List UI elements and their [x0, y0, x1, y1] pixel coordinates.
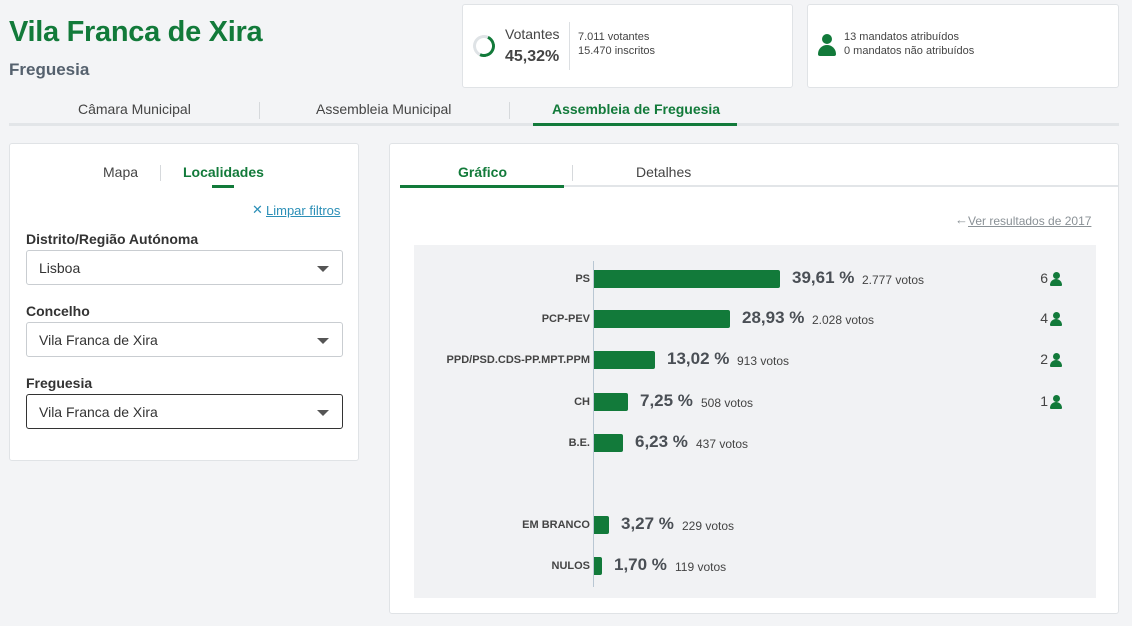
bar-percent-label: 13,02 % — [667, 349, 730, 368]
person-icon — [1050, 272, 1062, 286]
caret-down-icon — [317, 338, 329, 344]
tab-separator — [259, 102, 260, 119]
person-icon — [1050, 312, 1062, 326]
tab-detalhes[interactable]: Detalhes — [636, 164, 692, 180]
bar-label: CH — [574, 396, 590, 408]
bar-label: PCP-PEV — [541, 313, 590, 325]
bar-percent-label: 7,25 % — [640, 391, 693, 410]
registered-count: 15.470 inscritos — [578, 45, 656, 57]
chart-bar[interactable] — [594, 434, 623, 452]
bar-percent-label: 3,27 % — [621, 514, 674, 533]
parish-value: Vila Franca de Xira — [39, 404, 158, 420]
active-tab-indicator — [400, 185, 564, 188]
parish-select[interactable]: Vila Franca de Xira — [26, 394, 343, 429]
bar-label: PS — [575, 273, 590, 285]
bar-votes-label: 913 votos — [737, 354, 790, 368]
close-icon[interactable]: ✕ — [252, 202, 263, 217]
person-icon — [1050, 395, 1062, 409]
active-tab-indicator — [212, 185, 234, 188]
seats-count: 4 — [1040, 310, 1048, 326]
bar-votes-label: 2.028 votos — [812, 313, 875, 327]
district-select[interactable]: Lisboa — [26, 250, 343, 285]
chart-bar[interactable] — [594, 270, 780, 288]
seats-count: 6 — [1040, 270, 1048, 286]
chart-bar[interactable] — [594, 310, 730, 328]
tab-separator — [160, 165, 161, 181]
parish-label: Freguesia — [26, 375, 93, 391]
council-label: Concelho — [26, 303, 90, 319]
bar-label: NULOS — [551, 560, 591, 572]
bar-votes-label: 508 votos — [701, 396, 754, 410]
voters-count: 7.011 votantes — [578, 31, 650, 43]
seats-count: 1 — [1040, 393, 1048, 409]
bar-percent-label: 28,93 % — [742, 308, 805, 327]
bar-label: EM BRANCO — [522, 519, 590, 531]
district-value: Lisboa — [39, 260, 81, 276]
results-chart: PS 39,61 % 2.777 votos 6 PCP-PEV 28,93 % 2.028… — [414, 245, 1096, 598]
active-tab-indicator — [533, 123, 737, 126]
chart-bar[interactable] — [594, 516, 609, 534]
divider — [569, 22, 570, 70]
arrow-left-icon[interactable]: ← — [955, 212, 968, 227]
mandatos-card — [807, 4, 1119, 88]
chart-bar[interactable] — [594, 557, 602, 575]
bar-label: B.E. — [568, 437, 590, 449]
bar-votes-label: 229 votos — [682, 519, 735, 533]
election-tabs: Câmara Municipal Assembleia Municipal As… — [9, 96, 1119, 126]
chart-axis — [593, 261, 594, 587]
person-icon — [1050, 353, 1062, 367]
votantes-percent: 45,32% — [505, 48, 560, 65]
bar-votes-label: 119 votos — [675, 560, 727, 574]
page-subtitle: Freguesia — [9, 60, 90, 79]
filters-panel: Mapa Localidades ✕ Limpar filtros Distri… — [9, 143, 359, 461]
tab-baseline — [400, 185, 1118, 187]
votantes-label: Votantes — [505, 26, 560, 42]
mandates-unassigned: 0 mandatos não atribuídos — [844, 45, 975, 57]
bar-percent-label: 6,23 % — [635, 432, 688, 451]
tab-assembleia-freguesia[interactable]: Assembleia de Freguesia — [552, 101, 721, 117]
results-panel: Gráfico Detalhes ← Ver resultados de 201… — [389, 143, 1119, 614]
chart-bar[interactable] — [594, 351, 655, 369]
page-title: Vila Franca de Xira — [9, 16, 263, 48]
caret-down-icon — [317, 266, 329, 272]
chart-bar[interactable] — [594, 393, 628, 411]
district-label: Distrito/Região Autónoma — [26, 231, 199, 247]
previous-results-link[interactable]: Ver resultados de 2017 — [968, 214, 1092, 228]
bar-percent-label: 39,61 % — [792, 268, 855, 287]
bar-votes-label: 437 votos — [696, 437, 749, 451]
caret-down-icon — [317, 410, 329, 416]
bar-percent-label: 1,70 % — [614, 555, 667, 574]
tab-camara-municipal[interactable]: Câmara Municipal — [78, 101, 191, 117]
tab-assembleia-municipal[interactable]: Assembleia Municipal — [316, 101, 452, 117]
mandates-assigned: 13 mandatos atribuídos — [844, 31, 959, 43]
votantes-card — [462, 4, 793, 88]
tab-grafico[interactable]: Gráfico — [458, 164, 508, 180]
clear-filters-link[interactable]: Limpar filtros — [266, 203, 341, 218]
person-icon — [818, 34, 836, 56]
tab-localidades[interactable]: Localidades — [183, 164, 264, 180]
seats-count: 2 — [1040, 351, 1048, 367]
council-value: Vila Franca de Xira — [39, 332, 158, 348]
bar-label: PPD/PSD.CDS-PP.MPT.PPM — [446, 354, 590, 366]
tab-separator — [509, 102, 510, 119]
bar-votes-label: 2.777 votos — [862, 273, 925, 287]
tab-mapa[interactable]: Mapa — [103, 164, 139, 180]
council-select[interactable]: Vila Franca de Xira — [26, 322, 343, 357]
tab-separator — [572, 165, 573, 181]
